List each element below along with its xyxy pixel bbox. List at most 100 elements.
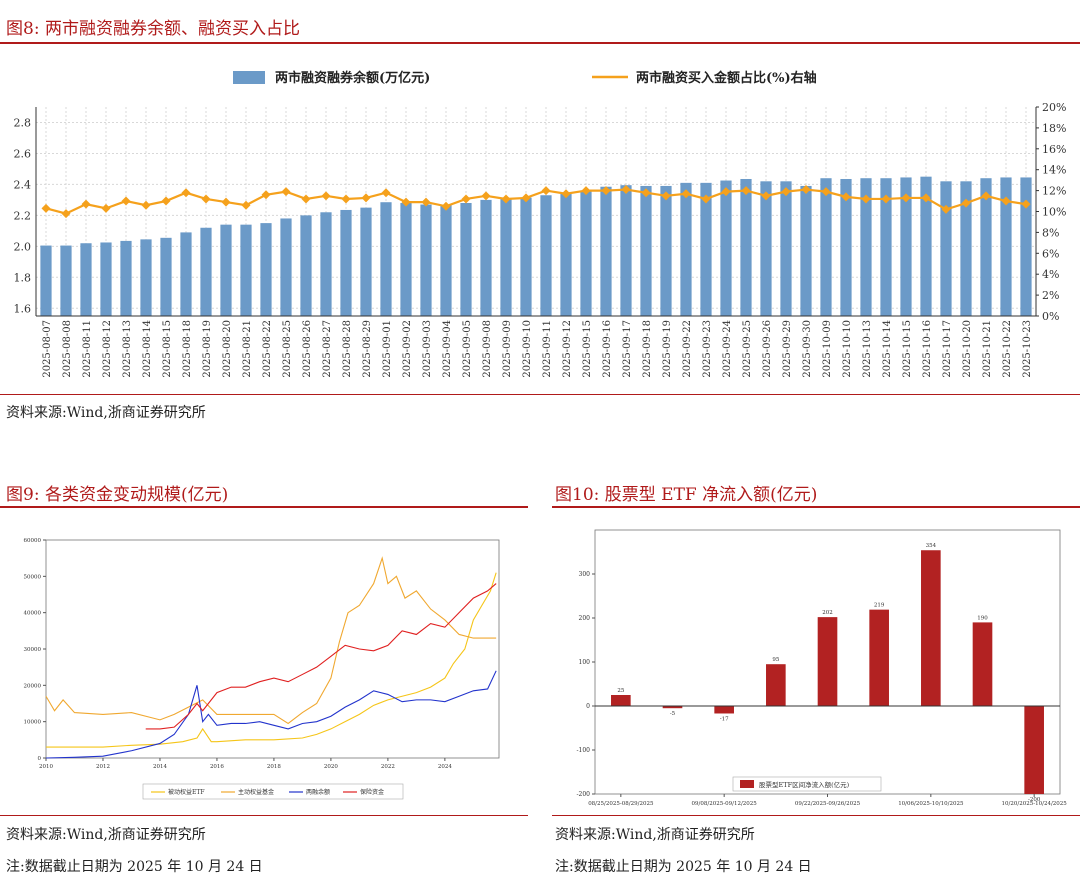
x-tick-label: 2025-08-28 (342, 320, 353, 378)
x-tick-label: 2025-10-10 (842, 320, 853, 378)
right-tick-label: 18% (1042, 122, 1066, 135)
buy-ratio-point (481, 191, 491, 201)
etf-flow-bar (921, 550, 941, 706)
margin-balance-bar (820, 178, 832, 316)
margin-balance-bar (580, 190, 592, 316)
y-tick-label: 50000 (24, 574, 42, 580)
y-tick-label: 40000 (24, 611, 42, 617)
legend-swatch (740, 780, 754, 788)
fig10-bottom-rule (552, 815, 1080, 816)
margin-balance-bar (640, 185, 652, 316)
legend-label: 股票型ETF区间净流入额(亿元) (759, 780, 850, 789)
margin-balance-bar (320, 212, 332, 316)
x-tick-label: 2025-10-16 (922, 320, 933, 378)
margin-balance-bar (420, 204, 432, 316)
x-tick-label: 2025-08-25 (282, 320, 293, 378)
x-tick-label: 2025-09-18 (642, 320, 653, 378)
y-tick-label: 10000 (24, 720, 42, 726)
x-tick-label: 09/22/2025-09/26/2025 (795, 801, 861, 807)
margin-balance-bar (260, 223, 272, 316)
margin-balance-bar (500, 198, 512, 316)
margin-balance-bar (80, 243, 92, 316)
y-tick-label: 0 (586, 703, 590, 710)
margin-balance-bar (340, 209, 352, 316)
fig8-bottom-rule (0, 394, 1080, 395)
y-tick-label: 0 (38, 756, 42, 762)
fig9-source: 资料来源:Wind,浙商证券研究所 (6, 827, 206, 843)
y-tick-label: 300 (579, 571, 591, 578)
fig9-note: 注:数据截止日期为 2025 年 10 月 24 日 (6, 859, 263, 875)
y-tick-label: 100 (579, 659, 591, 666)
x-tick-label: 2025-10-09 (822, 320, 833, 378)
buy-ratio-point (261, 190, 271, 200)
etf-flow-bar (869, 609, 889, 706)
buy-ratio-point (121, 196, 131, 206)
x-tick-label: 2025-10-17 (942, 320, 953, 378)
buy-ratio-point (721, 187, 731, 197)
right-tick-label: 8% (1042, 226, 1059, 239)
buy-ratio-point (281, 187, 291, 197)
x-tick-label: 2025-08-15 (162, 320, 173, 378)
etf-flow-bar (972, 622, 993, 706)
x-tick-label: 2025-09-08 (482, 320, 493, 378)
bar-value-label: 354 (926, 543, 937, 549)
x-tick-label: 2025-08-20 (222, 320, 233, 378)
x-tick-label: 2025-08-21 (242, 320, 253, 378)
fig8-chart: 两市融资融券余额(万亿元) 两市融资买入金额占比(%)右轴 1.6 1.8 2.0 2.2… (14, 70, 1067, 378)
legend-box (142, 783, 404, 800)
fig9-bottom-rule (0, 815, 528, 816)
etf-flow-bar (766, 664, 786, 706)
margin-balance-bar (980, 178, 992, 316)
x-tick-label: 2020 (324, 764, 338, 770)
margin-balance-bar (540, 195, 552, 316)
x-tick-label: 2025-09-09 (502, 320, 513, 378)
left-tick-label: 2.2 (14, 209, 32, 222)
bar-value-label: 25 (617, 688, 624, 694)
buy-ratio-point (401, 197, 411, 207)
x-tick-label: 2012 (96, 764, 110, 770)
etf-flow-bar (714, 706, 734, 714)
right-tick-label: 14% (1042, 164, 1066, 177)
margin-balance-bar (680, 182, 692, 316)
margin-balance-bar (200, 227, 212, 316)
buy-ratio-point (981, 191, 991, 201)
buy-ratio-point (601, 186, 611, 196)
margin-balance-bar (740, 178, 752, 316)
buy-ratio-point (641, 188, 651, 198)
buy-ratio-point (761, 191, 771, 201)
buy-ratio-point (841, 192, 851, 202)
x-tick-label: 2025-09-25 (742, 320, 753, 378)
series-line (45, 670, 497, 759)
margin-balance-bar (400, 202, 412, 316)
x-tick-label: 2025-08-29 (362, 320, 373, 378)
margin-balance-bar (860, 178, 872, 316)
legend-box (732, 776, 882, 792)
buy-ratio-point (781, 187, 791, 197)
y-tick-label: -100 (577, 747, 591, 754)
buy-ratio-point (701, 194, 711, 204)
right-tick-label: 16% (1042, 143, 1066, 156)
fig9-title: 图9: 各类资金变动规模(亿元) (6, 485, 229, 505)
buy-ratio-point (241, 200, 251, 210)
margin-balance-bar (440, 204, 452, 316)
x-tick-label: 2025-08-27 (322, 320, 333, 378)
x-tick-label: 2025-10-21 (982, 320, 993, 378)
buy-ratio-point (861, 194, 871, 204)
buy-ratio-point (321, 191, 331, 201)
legend-label: 被动权益ETF (168, 788, 205, 796)
x-tick-label: 2025-09-29 (782, 320, 793, 378)
fig9-title-rule (0, 506, 528, 508)
x-tick-label: 2025-08-18 (182, 320, 193, 378)
x-tick-label: 2024 (438, 764, 452, 770)
legend-label: 主动权益基金 (238, 788, 274, 796)
x-tick-label: 2025-08-08 (62, 320, 73, 378)
x-tick-label: 2025-09-01 (382, 320, 393, 378)
x-tick-label: 2025-09-15 (582, 320, 593, 378)
x-tick-label: 2025-09-03 (422, 320, 433, 378)
x-tick-label: 2025-08-13 (122, 320, 133, 378)
margin-balance-bar (520, 197, 532, 316)
buy-ratio-point (381, 188, 391, 198)
buy-ratio-point (501, 194, 511, 204)
x-tick-label: 2025-10-22 (1002, 320, 1013, 378)
buy-ratio-line (45, 188, 1027, 215)
